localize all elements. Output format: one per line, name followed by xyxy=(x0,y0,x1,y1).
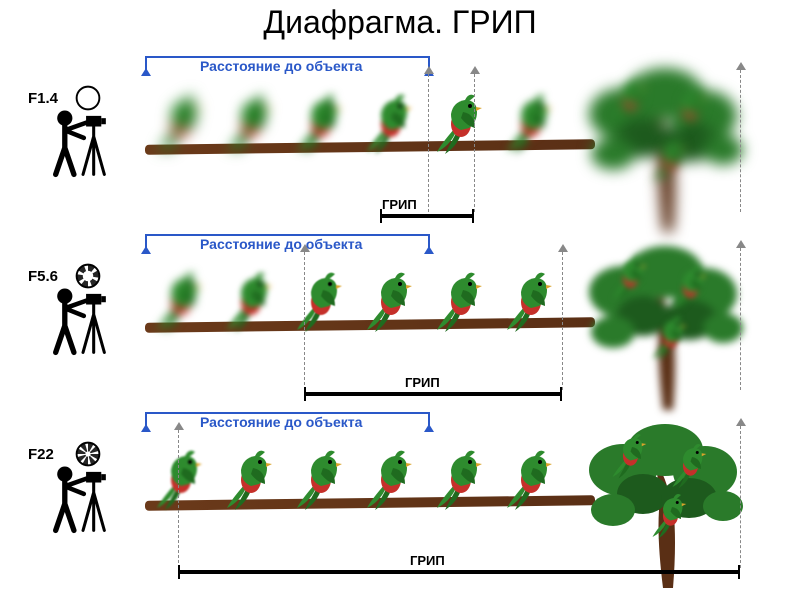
bird xyxy=(505,450,553,510)
f-number-label: F22 xyxy=(28,446,54,463)
bird xyxy=(365,272,413,332)
bird xyxy=(365,94,413,154)
diagram-rows: F1.4 Расстояние до объекта xyxy=(50,48,750,582)
distance-label: Расстояние до объекта xyxy=(200,414,362,430)
bird xyxy=(435,450,483,510)
dof-label: ГРИП xyxy=(382,197,417,212)
bird xyxy=(155,94,203,154)
bird xyxy=(611,78,647,123)
bird xyxy=(295,450,343,510)
bird xyxy=(611,434,647,479)
bird xyxy=(225,450,273,510)
bird xyxy=(505,272,553,332)
focus-plane-marker xyxy=(178,430,179,568)
dof-row: F22 Расстояние до объекта xyxy=(50,404,750,582)
dof-label: ГРИП xyxy=(410,553,445,568)
dof-range-bar xyxy=(380,214,474,218)
bird xyxy=(435,272,483,332)
f-number-label: F5.6 xyxy=(28,268,58,285)
bird xyxy=(651,494,687,539)
bird xyxy=(225,272,273,332)
dof-row: F5.6 Расстояние до объекта xyxy=(50,226,750,404)
bird xyxy=(155,450,203,510)
bird xyxy=(225,94,273,154)
scene xyxy=(145,76,740,216)
dof-range-bar xyxy=(304,392,562,396)
focus-plane-marker xyxy=(562,252,563,390)
bird xyxy=(671,88,707,133)
bird xyxy=(651,316,687,361)
dof-row: F1.4 Расстояние до объекта xyxy=(50,48,750,226)
page-title: Диафрагма. ГРИП xyxy=(0,0,800,41)
bird xyxy=(505,94,553,154)
f-number-label: F1.4 xyxy=(28,90,58,107)
bird xyxy=(155,272,203,332)
distance-label: Расстояние до объекта xyxy=(200,236,362,252)
focus-plane-marker xyxy=(740,426,741,568)
dof-label: ГРИП xyxy=(405,375,440,390)
photographer-icon xyxy=(42,106,118,187)
focus-plane-marker xyxy=(740,248,741,390)
bird xyxy=(295,94,343,154)
photographer-icon xyxy=(42,284,118,365)
focus-plane-marker xyxy=(474,74,475,212)
bird xyxy=(671,444,707,489)
photographer-icon xyxy=(42,462,118,543)
focus-plane-marker xyxy=(304,252,305,390)
distance-label: Расстояние до объекта xyxy=(200,58,362,74)
bird xyxy=(651,138,687,183)
bird xyxy=(295,272,343,332)
bird xyxy=(435,94,483,154)
scene xyxy=(145,432,740,572)
bird xyxy=(671,266,707,311)
focus-plane-marker xyxy=(740,70,741,212)
focus-plane-marker xyxy=(428,74,429,212)
dof-range-bar xyxy=(178,570,740,574)
scene xyxy=(145,254,740,394)
bird xyxy=(365,450,413,510)
bird xyxy=(611,256,647,301)
